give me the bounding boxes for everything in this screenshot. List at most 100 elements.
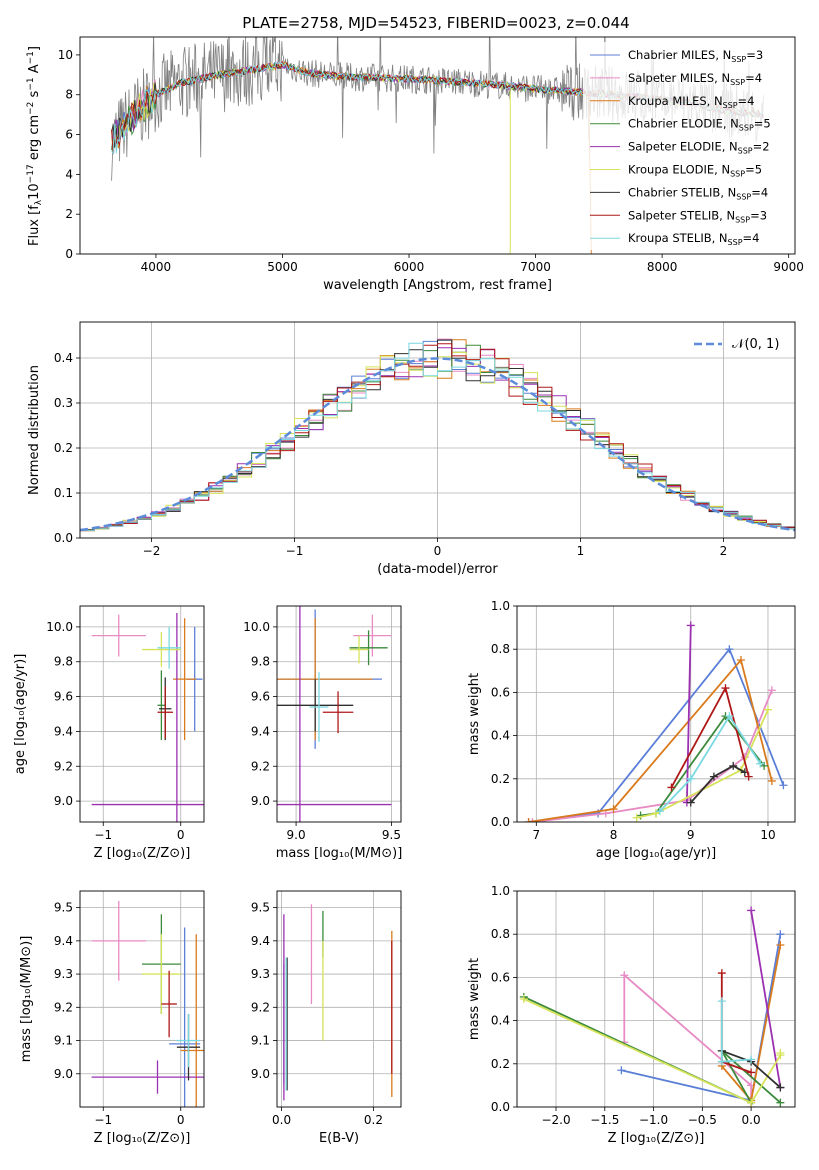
axes-frame xyxy=(79,321,796,539)
weight-marker xyxy=(721,684,730,693)
x-tick-label: 5000 xyxy=(267,260,298,274)
y-tick-label: 9.0 xyxy=(54,794,73,808)
axes-z_weight: −2.0 −1.5 −1.0 −0.5 0.0 0.0 0.2 0.4 0.6 0.8 1.0 Z [… xyxy=(467,884,796,1146)
x-tick-label: −1 xyxy=(94,1113,112,1127)
y-tick-label: 1.0 xyxy=(491,599,510,613)
axes-mass_age: 9.0 9.5 9.0 9.2 9.4 9.6 9.8 10.0 mass [log₁₀(M/M… xyxy=(243,605,402,861)
y-tick-label: 0.2 xyxy=(491,1057,510,1071)
weight-marker xyxy=(776,941,785,949)
x-tick-label: 6000 xyxy=(394,260,425,274)
y-tick-label: 0.8 xyxy=(491,927,510,941)
x-tick-label: 9000 xyxy=(773,260,804,274)
y-tick-label: 4 xyxy=(65,167,73,181)
legend-entry: Salpeter STELIB, NSSP=3 xyxy=(628,208,767,224)
y-tick-label: 9.6 xyxy=(251,690,270,704)
legend-entry: Chabrier MILES, NSSP=3 xyxy=(628,48,763,64)
x-tick-label: 0.0 xyxy=(272,1113,291,1127)
y-tick-label: 9.2 xyxy=(251,1000,270,1014)
weight-marker xyxy=(655,807,664,816)
model-spectrum-2 xyxy=(111,60,592,254)
axes-z_age: −1 0 9.0 9.2 9.4 9.6 9.8 10.0 Z [log₁₀(Z/Z⊙)] age… xyxy=(13,605,205,861)
y-tick-label: 9.4 xyxy=(251,934,270,948)
y-tick-label: 9.5 xyxy=(54,901,73,915)
x-tick-label: 8000 xyxy=(647,260,678,274)
weight-marker xyxy=(519,995,528,1003)
y-tick-label: 9.0 xyxy=(251,1067,270,1081)
y-tick-label: 8 xyxy=(65,88,73,102)
plot-area xyxy=(517,606,795,822)
axes-frame xyxy=(516,605,796,823)
x-tick-label: 0.2 xyxy=(364,1113,383,1127)
y-tick-label: 0.4 xyxy=(491,729,510,743)
weight-marker xyxy=(717,1057,726,1066)
x-tick-label: 9.5 xyxy=(382,828,401,842)
weight-marker xyxy=(709,772,718,781)
y-tick-label: 9.8 xyxy=(54,655,73,669)
y-tick-label: 0 xyxy=(65,247,73,261)
weight-line-3 xyxy=(523,995,781,1105)
legend-entry: Salpeter MILES, NSSP=4 xyxy=(628,71,762,87)
weight-marker xyxy=(756,759,765,768)
x-tick-label: 8 xyxy=(610,828,618,842)
weight-marker xyxy=(779,781,788,790)
x-tick-label: −1 xyxy=(286,544,304,558)
weight-marker xyxy=(747,1055,756,1064)
x-axis-label: Z [log₁₀(Z/Z⊙)] xyxy=(94,846,191,861)
y-tick-label: 1.0 xyxy=(491,884,510,898)
y-tick-label: 9.4 xyxy=(54,724,73,738)
x-tick-label: 9.0 xyxy=(287,828,306,842)
residual-histogram-7 xyxy=(80,343,795,531)
weight-marker xyxy=(736,656,745,664)
weight-marker xyxy=(632,813,641,822)
weight-line-6 xyxy=(690,764,746,804)
y-axis-label: Normed distribution xyxy=(27,365,42,495)
weight-marker xyxy=(776,1083,785,1092)
weight-marker xyxy=(667,783,676,792)
axes-age_weight: 7 8 9 10 0.0 0.2 0.4 0.6 0.8 1.0 age [log₁₀(age/yr… xyxy=(467,599,796,861)
weight-marker xyxy=(776,930,785,939)
y-tick-label: 0.2 xyxy=(491,772,510,786)
axes-frame xyxy=(79,890,205,1108)
x-tick-label: −0.5 xyxy=(688,1113,717,1127)
y-axis-label: mass weight xyxy=(467,958,482,1040)
axes-spectrum: 4000 5000 6000 7000 8000 9000 0 2 4 6 8 10 wavelengt… xyxy=(26,36,804,293)
x-tick-label: 0 xyxy=(177,1113,185,1127)
plot-area xyxy=(517,891,795,1107)
y-axis-label: mass weight xyxy=(467,673,482,755)
axes-frame xyxy=(516,890,796,1108)
y-tick-label: 9.4 xyxy=(251,724,270,738)
x-tick-label: −1.5 xyxy=(590,1113,619,1127)
weight-marker xyxy=(747,906,756,915)
y-tick-label: 2 xyxy=(65,207,73,221)
normal-curve xyxy=(80,357,795,532)
legend-entry: 𝒩(0, 1) xyxy=(732,337,779,352)
x-tick-label: 9 xyxy=(687,828,695,842)
y-tick-label: 9.0 xyxy=(251,794,270,808)
weight-marker xyxy=(617,1066,626,1075)
y-tick-label: 9.1 xyxy=(251,1034,270,1048)
x-axis-label: age [log₁₀(age/yr)] xyxy=(596,846,717,861)
y-tick-label: 9.2 xyxy=(54,1000,73,1014)
y-tick-label: 0.4 xyxy=(491,1014,510,1028)
axes-frame xyxy=(276,890,402,1108)
weight-line-4 xyxy=(686,625,692,803)
y-tick-label: 9.8 xyxy=(251,655,270,669)
y-tick-label: 0.8 xyxy=(491,642,510,656)
weight-marker xyxy=(620,971,629,980)
weight-marker xyxy=(747,1068,756,1077)
plot-area xyxy=(80,606,204,822)
axes-ebv_mass: 0.0 0.2 9.0 9.1 9.2 9.3 9.4 9.5 E(B-V) xyxy=(251,890,402,1146)
y-tick-label: 9.5 xyxy=(251,901,270,915)
weight-marker xyxy=(717,997,726,1006)
x-tick-label: 2 xyxy=(720,544,728,558)
weight-line-4 xyxy=(750,910,782,1088)
y-tick-label: 0.2 xyxy=(54,441,73,455)
x-axis-label: wavelength [Angstrom, rest frame] xyxy=(323,278,552,293)
weight-line-8 xyxy=(659,714,762,812)
weight-marker xyxy=(524,818,533,822)
y-tick-label: 9.4 xyxy=(54,934,73,948)
y-axis-label: Flux [fλ10−17 erg cm−2 s−1 A−1] xyxy=(26,46,44,246)
y-tick-label: 0.3 xyxy=(54,396,73,410)
weight-marker xyxy=(725,645,734,654)
